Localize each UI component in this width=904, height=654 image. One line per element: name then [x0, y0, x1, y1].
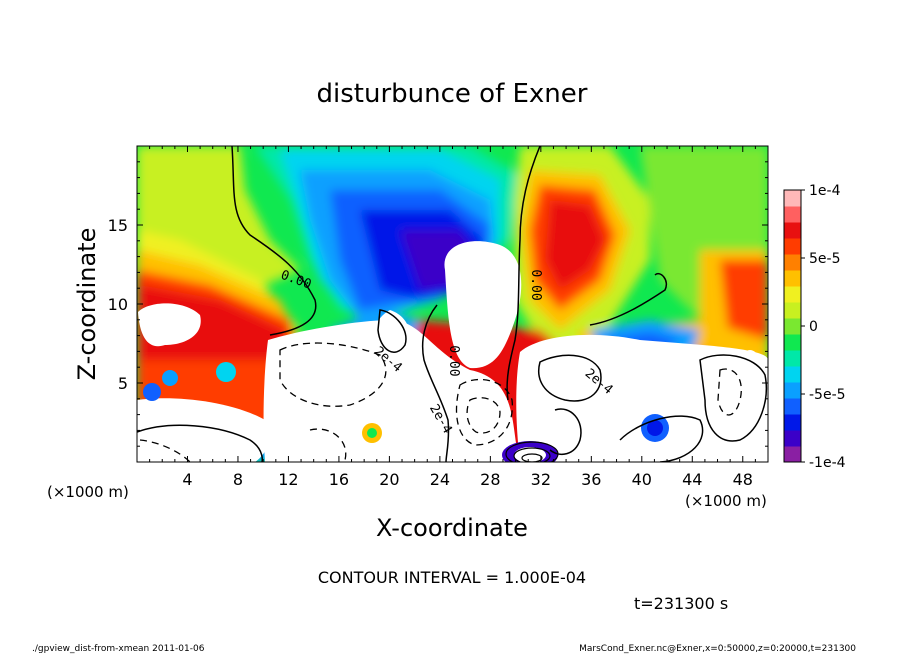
x-tick-label: 32 — [531, 470, 551, 489]
colorbar-swatch — [784, 382, 801, 399]
colorbar-swatch — [784, 398, 801, 415]
colorbar-swatch — [784, 254, 801, 271]
colorbar-swatch — [784, 350, 801, 367]
colorbar-tick-label: -1e-4 — [809, 455, 846, 471]
y-axis-title: Z-coordinate — [73, 228, 101, 381]
x-tick-label: 24 — [430, 470, 450, 489]
y-tick-label: 5 — [118, 374, 128, 393]
x-unit-right: (×1000 m) — [685, 492, 767, 510]
colorbar-swatch — [784, 318, 801, 335]
colorbar-swatch — [784, 334, 801, 351]
x-tick-label: 4 — [182, 470, 192, 489]
colorbar-swatch — [784, 430, 801, 447]
x-tick-label: 48 — [733, 470, 753, 489]
field-layer — [137, 146, 768, 462]
colorbar-tick-label: -5e-5 — [809, 387, 846, 403]
y-axis: 5 10 15 — [108, 161, 768, 447]
contour-label: 0.00 — [446, 345, 461, 376]
colorbar-tick-label: 1e-4 — [809, 183, 841, 199]
x-tick-label: 8 — [233, 470, 243, 489]
x-tick-label: 40 — [632, 470, 652, 489]
x-tick-label: 36 — [581, 470, 601, 489]
colorbar-swatch — [784, 190, 801, 207]
y-tick-label: 15 — [108, 216, 128, 235]
footer-left: ./gpview_dist-from-xmean 2011-01-06 — [32, 644, 205, 654]
colorbar-swatch — [784, 366, 801, 383]
contour-label: 0.00 — [528, 269, 543, 300]
colorbar-swatch — [784, 206, 801, 223]
y-tick-label: 10 — [108, 295, 128, 314]
colorbar-swatch — [784, 414, 801, 431]
colorbar-swatch — [784, 238, 801, 255]
x-axis-title: X-coordinate — [376, 514, 528, 542]
time-label: t=231300 s — [634, 594, 728, 613]
colorbar-tick-label: 0 — [809, 319, 818, 335]
footer-right: MarsCond_Exner.nc@Exner,x=0:50000,z=0:20… — [579, 644, 856, 654]
colorbar-swatch — [784, 446, 801, 463]
colorbar-swatch — [784, 222, 801, 239]
x-tick-label: 28 — [480, 470, 500, 489]
colorbar — [783, 189, 802, 463]
contour-interval: CONTOUR INTERVAL = 1.000E-04 — [318, 568, 586, 587]
colorbar-swatch — [784, 302, 801, 319]
x-tick-label: 12 — [278, 470, 298, 489]
x-unit-left: (×1000 m) — [47, 483, 129, 501]
x-axis: 4 8 12 16 20 24 28 32 36 40 44 48 — [149, 146, 756, 489]
x-tick-label: 16 — [329, 470, 349, 489]
x-tick-label: 44 — [682, 470, 702, 489]
chart-title: disturbunce of Exner — [317, 79, 588, 109]
colorbar-swatch — [784, 286, 801, 303]
colorbar-swatch — [784, 270, 801, 287]
colorbar-tick-label: 5e-5 — [809, 251, 840, 267]
colorbar-ticks: 1e-4 5e-5 0 -5e-5 -1e-4 — [801, 183, 846, 471]
x-tick-label: 20 — [379, 470, 399, 489]
